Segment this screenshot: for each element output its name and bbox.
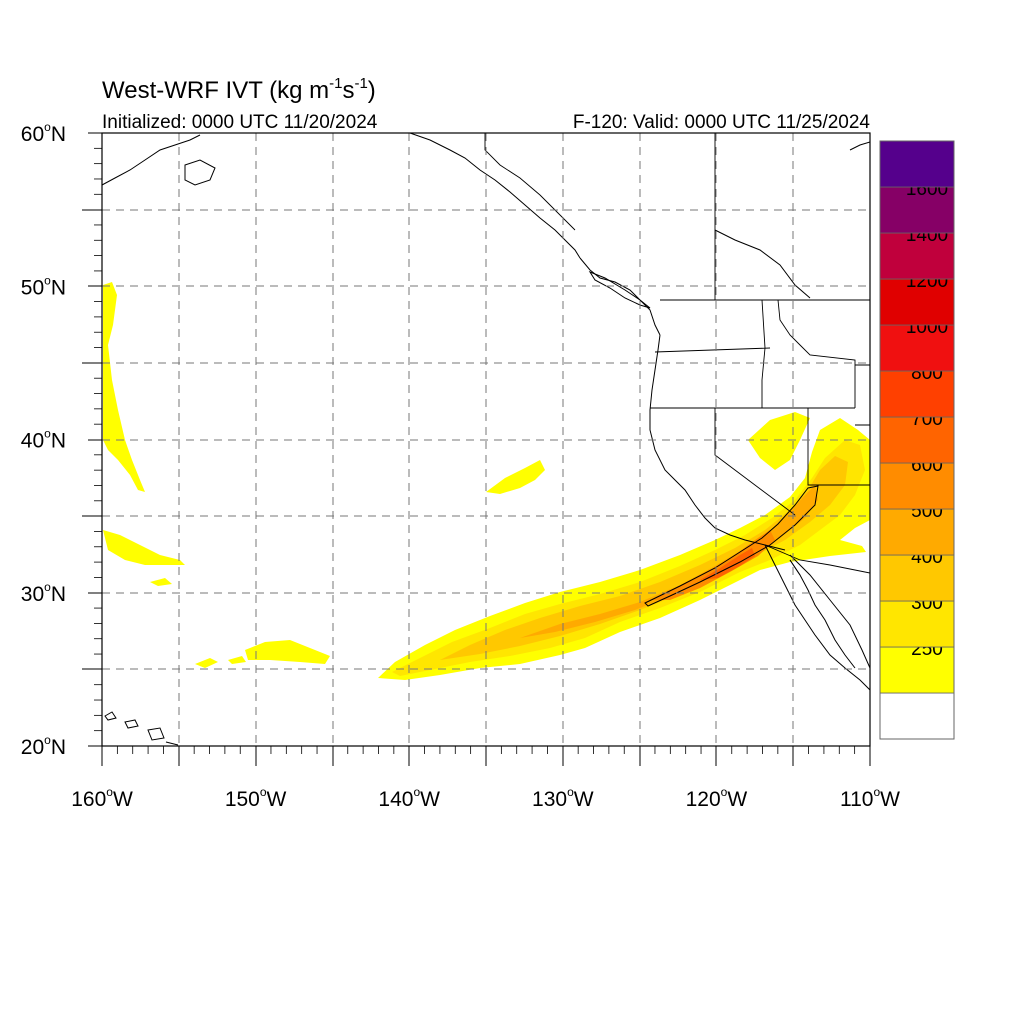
ivt-250-patch-3 (150, 578, 172, 586)
minor-ticks-bottom (116, 746, 856, 754)
ivt-250-main-plume (378, 418, 870, 680)
x-tick-label: 150oW (225, 785, 287, 811)
x-tick-label: 120oW (686, 785, 748, 811)
chart-title: West-WRF IVT (kg m-1s-1) (102, 75, 376, 104)
subtitle-valid: F-120: Valid: 0000 UTC 11/25/2024 (573, 112, 871, 133)
us-west-coast (649, 334, 786, 551)
x-tick-label: 130oW (532, 785, 594, 811)
state-line-wa-or (654, 347, 771, 353)
coastlines (102, 133, 870, 746)
us-mexico-border (764, 544, 870, 574)
x-tick-label: 140oW (378, 785, 440, 811)
colorbar-swatch (879, 554, 955, 602)
baja-coast (764, 544, 870, 691)
hudson-coast (714, 229, 811, 299)
mainland-mexico-coast (789, 554, 870, 669)
x-tick-label: 160oW (71, 785, 133, 811)
colorbar-frame (879, 140, 955, 740)
axis-ticks (82, 132, 871, 766)
alaska-panhandle-coast (409, 133, 581, 259)
state-line-ca-nv (714, 408, 796, 516)
state-line-mt (777, 299, 870, 426)
ivt-250-north-lobe (748, 412, 810, 470)
state-line-id (761, 299, 766, 408)
ivt-250-west-edge (103, 282, 145, 492)
colorbar-swatch (879, 140, 955, 188)
vancouver-island (588, 270, 651, 309)
map-panel (102, 133, 870, 746)
state-line-nv-az (807, 408, 870, 486)
colorbar-swatch (879, 692, 955, 740)
ivt-250-small-patch-2 (228, 656, 246, 664)
ivt-300-main-plume (392, 440, 865, 676)
ivt-250-hawaii-patch (245, 640, 330, 664)
y-tick-label: 40oN (21, 427, 66, 453)
x-axis-labels: 160oW 150oW 140oW 130oW 120oW 110oW (71, 785, 900, 811)
y-tick-label: 20oN (21, 733, 66, 759)
ivt-250-central-patch (486, 460, 545, 494)
alaska-canada-border (484, 133, 576, 231)
mexico-state-line (789, 559, 801, 576)
gridlines (102, 133, 870, 746)
y-tick-label: 50oN (21, 273, 66, 299)
ivt-shading (103, 282, 870, 680)
y-tick-label: 30oN (21, 580, 66, 606)
colorbar-swatch (879, 186, 955, 234)
ivt-250-small-patch-1 (195, 658, 218, 668)
ivt-700-core (700, 548, 755, 580)
hawaii-islands (104, 711, 179, 746)
colorbar-swatch (879, 370, 955, 418)
colorbar-swatch (879, 508, 955, 556)
colorbar-swatch (879, 600, 955, 648)
ivt-250-west-band (103, 530, 185, 565)
x-tick-label: 110oW (840, 785, 900, 811)
alaska-coast (102, 134, 216, 186)
minor-ticks-left (94, 147, 102, 732)
ne-corner-coast (849, 141, 870, 151)
political-boundaries (484, 133, 870, 576)
y-axis-labels: 60oN 50oN 40oN 30oN 20oN (21, 120, 66, 759)
colorbar-swatch (879, 462, 955, 510)
subtitle-initialized: Initialized: 0000 UTC 11/20/2024 (102, 112, 378, 133)
y-tick-label: 60oN (21, 120, 66, 146)
bc-coast (579, 257, 661, 336)
ivt-core-contour (644, 485, 819, 607)
